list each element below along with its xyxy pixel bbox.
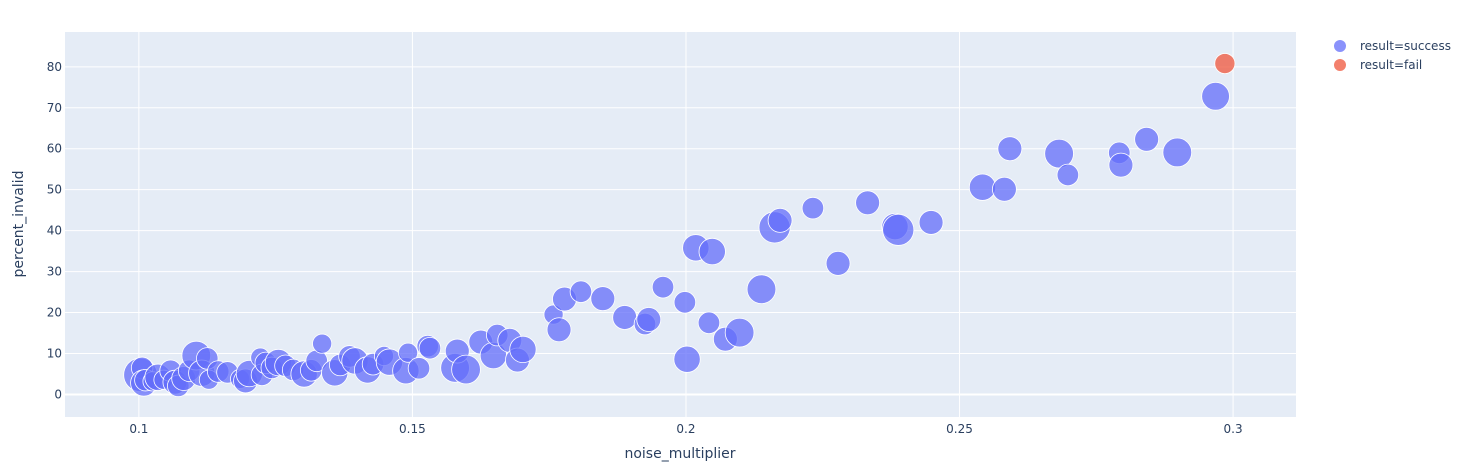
y-tick-label: 20: [47, 306, 62, 320]
data-point[interactable]: [673, 291, 697, 314]
y-tick-label: 30: [47, 265, 62, 279]
y-tick-label: 0: [54, 387, 62, 401]
x-tick-label: 0.2: [676, 422, 695, 436]
grid-lines: [65, 32, 1296, 417]
data-point[interactable]: [1214, 53, 1236, 75]
data-point[interactable]: [418, 336, 442, 360]
x-tick-label: 0.3: [1224, 422, 1243, 436]
data-point[interactable]: [1134, 126, 1160, 152]
y-tick-label: 50: [47, 183, 62, 197]
data-point[interactable]: [569, 280, 593, 303]
axis-ticks: 0.1 0.15 0.2 0.25 0.3 0 10 20 30 40 50 60 70 80: [47, 60, 1243, 436]
data-point[interactable]: [1162, 137, 1193, 168]
data-point[interactable]: [997, 136, 1023, 162]
y-tick-label: 70: [47, 101, 62, 115]
data-point[interactable]: [612, 305, 638, 330]
data-point[interactable]: [918, 210, 944, 235]
data-point[interactable]: [968, 173, 997, 201]
data-point[interactable]: [509, 335, 537, 364]
data-point[interactable]: [697, 311, 721, 334]
y-tick-label: 40: [47, 224, 62, 238]
data-point[interactable]: [312, 333, 333, 354]
data-points: [123, 53, 1236, 398]
data-point[interactable]: [546, 317, 572, 343]
legend[interactable]: result=success result=fail: [1334, 39, 1451, 72]
y-axis-title: percent_invalid: [11, 171, 27, 278]
legend-label[interactable]: result=fail: [1360, 58, 1422, 72]
y-tick-label: 10: [47, 347, 62, 361]
data-point[interactable]: [698, 237, 726, 266]
data-point[interactable]: [825, 251, 851, 276]
data-point[interactable]: [636, 307, 662, 332]
legend-marker: [1334, 40, 1346, 52]
legend-marker: [1334, 59, 1346, 71]
data-point[interactable]: [1108, 152, 1134, 178]
data-point[interactable]: [1056, 163, 1080, 187]
data-point[interactable]: [398, 342, 419, 363]
data-point[interactable]: [801, 196, 825, 220]
data-point[interactable]: [724, 317, 755, 348]
data-point[interactable]: [1044, 138, 1074, 169]
x-tick-label: 0.15: [399, 422, 426, 436]
data-point[interactable]: [407, 357, 431, 380]
x-tick-label: 0.25: [946, 422, 973, 436]
data-point[interactable]: [590, 286, 616, 312]
data-point[interactable]: [1201, 82, 1230, 111]
x-axis-title: noise_multiplier: [624, 446, 735, 462]
data-point[interactable]: [767, 208, 793, 233]
y-tick-label: 80: [47, 60, 62, 74]
data-point[interactable]: [673, 345, 701, 373]
data-point[interactable]: [882, 213, 915, 246]
data-point[interactable]: [991, 176, 1017, 202]
data-point[interactable]: [451, 354, 481, 385]
data-point[interactable]: [855, 190, 881, 216]
x-tick-label: 0.1: [129, 422, 148, 436]
data-point[interactable]: [746, 274, 777, 305]
legend-label[interactable]: result=success: [1360, 39, 1451, 53]
data-point[interactable]: [651, 275, 675, 299]
y-tick-label: 60: [47, 142, 62, 156]
